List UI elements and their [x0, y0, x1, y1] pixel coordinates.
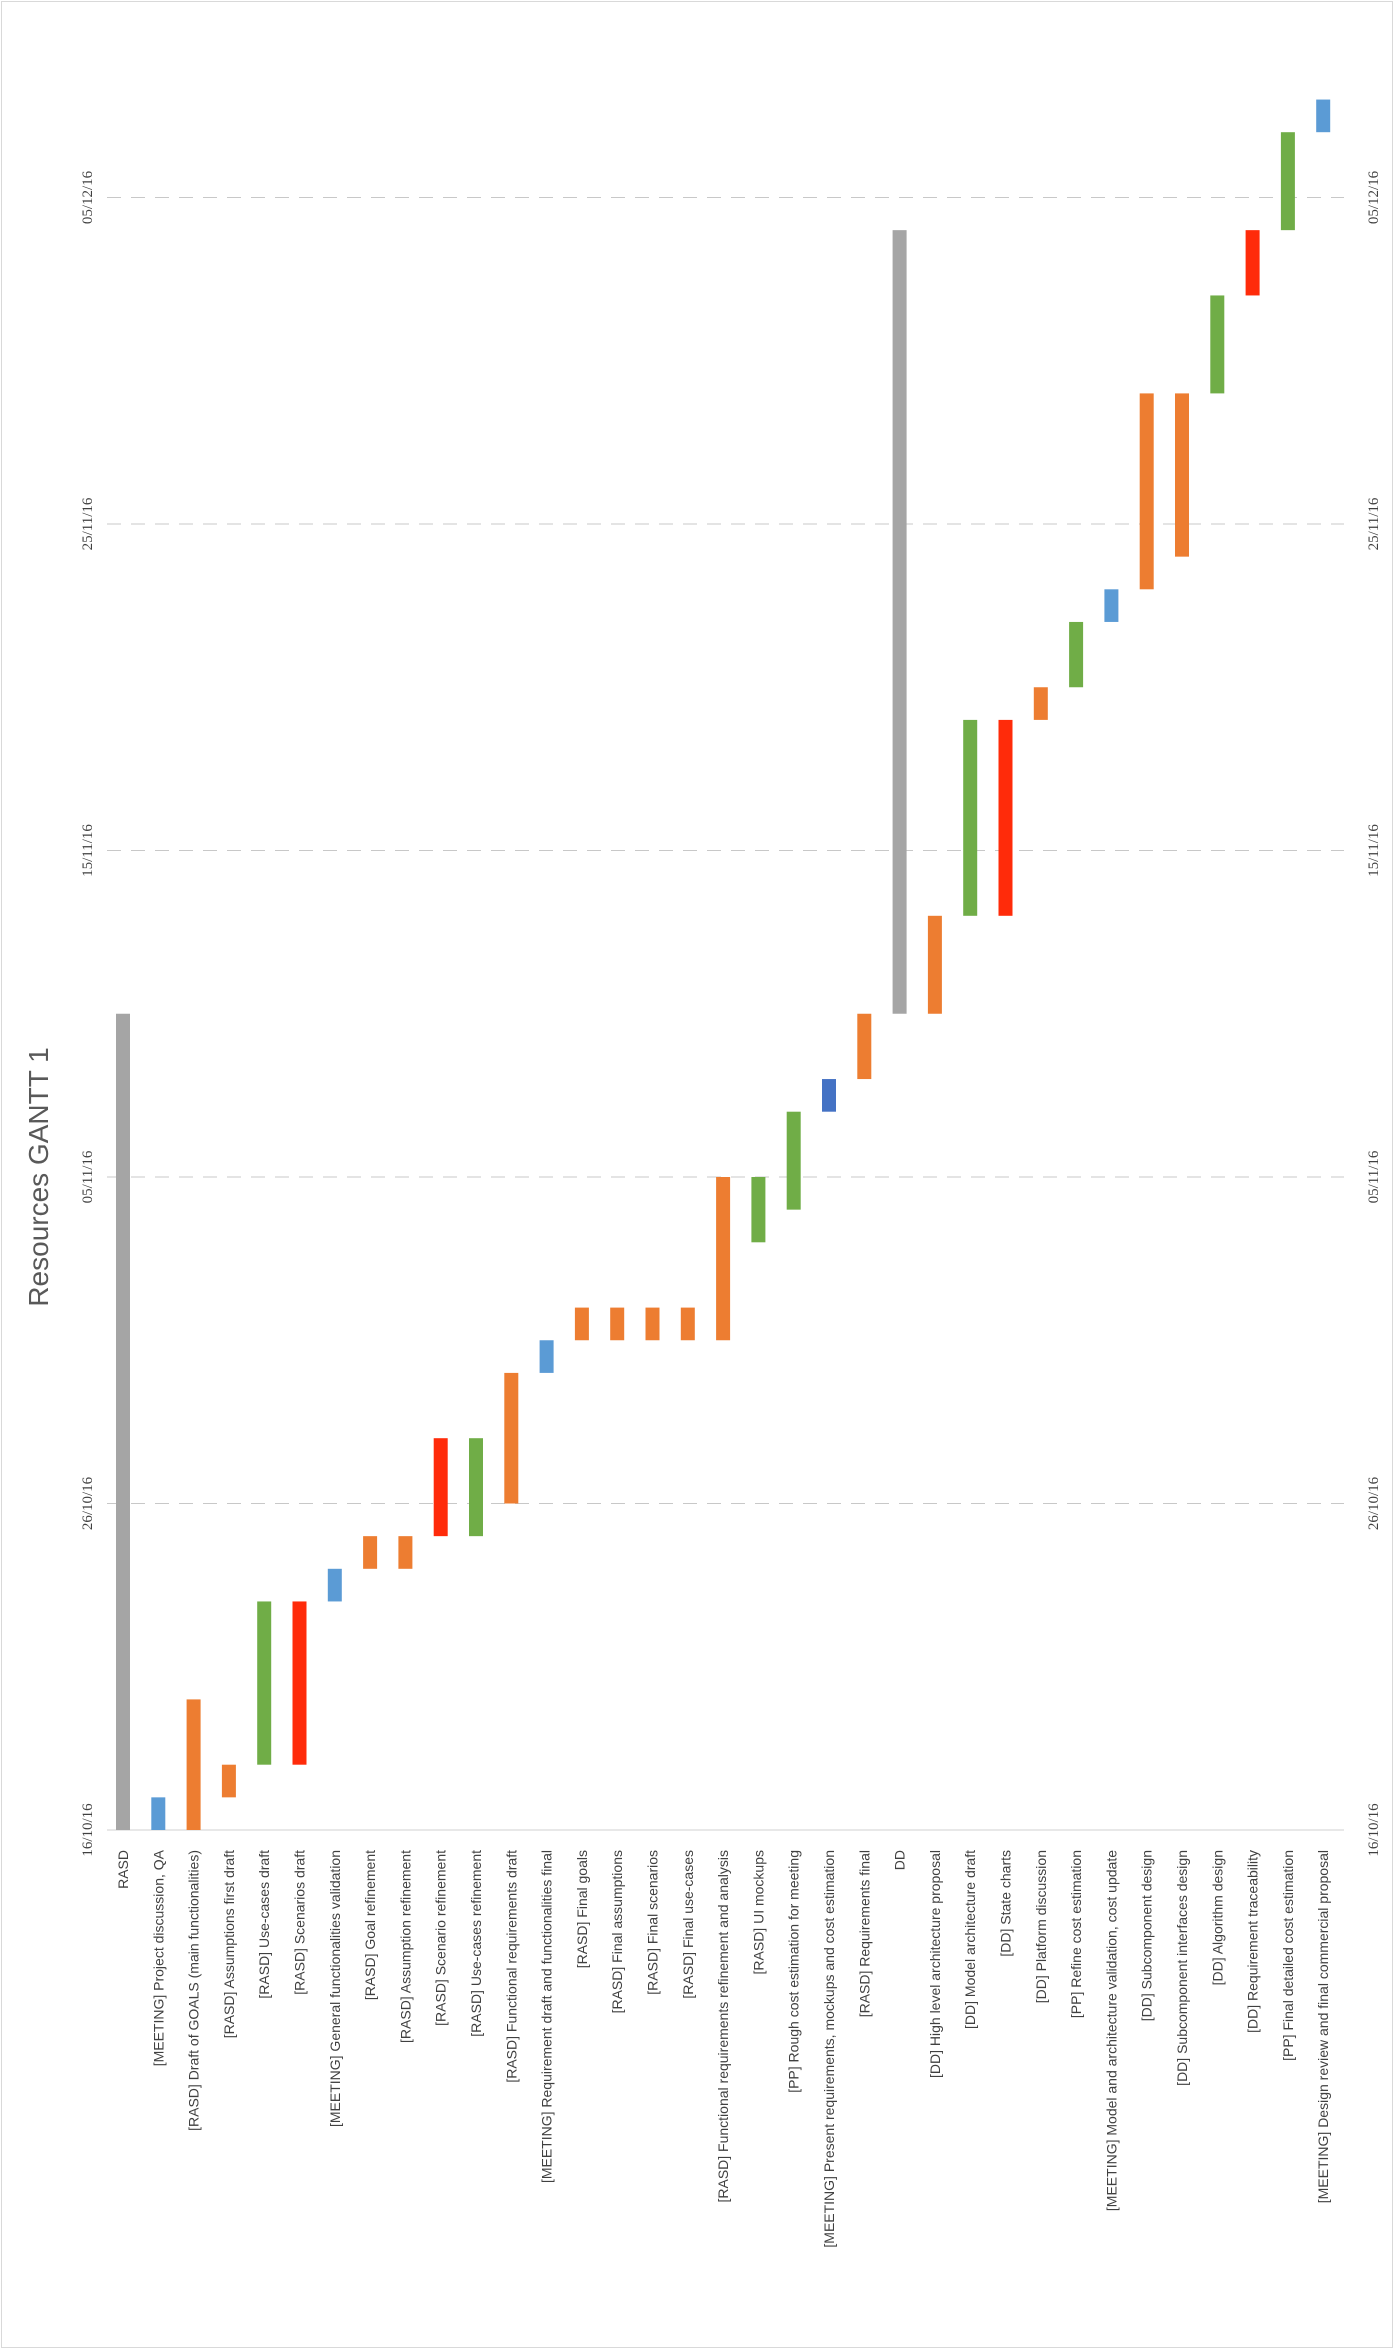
tick-label-left: 25/11/16 [80, 497, 96, 550]
task-label: [RASD] Functional requirements refinemen… [715, 1850, 731, 2203]
tick-label-left: 05/11/16 [80, 1150, 96, 1203]
gantt-bar [1245, 230, 1260, 296]
task-label: [RASD] Requirements final [856, 1850, 872, 2017]
gantt-bar [116, 1013, 130, 1830]
task-label: [DD] Platform discussion [1033, 1850, 1049, 2003]
tick-labels: 16/10/16 16/10/16 26/10/16 26/10/16 05/11/16… [80, 170, 1382, 1856]
task-label: [RASD] Goal refinement [362, 1850, 378, 2000]
gantt-bar [433, 1438, 448, 1537]
gantt-bar [292, 1601, 307, 1765]
tick-label-right: 05/12/16 [1366, 170, 1382, 224]
task-label: [DD] Subcomponent design [1139, 1850, 1155, 2021]
task-label: [DD] Subcomponent interfaces design [1174, 1850, 1190, 2086]
task-label: [PP] Rough cost estimation for meeting [786, 1850, 802, 2093]
chart-title: Resources GANTT 1 [23, 1047, 54, 1306]
task-label: [DD] High level architecture proposal [927, 1850, 943, 2078]
grid-lines [107, 197, 1344, 1831]
task-label: [RASD] Final scenarios [645, 1850, 661, 1995]
gantt-bar [751, 1177, 766, 1243]
gantt-bar [327, 1568, 342, 1602]
tick-label-left: 16/10/16 [80, 1803, 96, 1857]
gantt-bar [892, 230, 907, 1014]
tick-label-right: 26/10/16 [1366, 1476, 1382, 1530]
gantt-bar [504, 1372, 519, 1504]
gantt-bar [716, 1177, 731, 1341]
task-label: [DD] Algorithm design [1209, 1850, 1225, 1985]
task-label: [RASD] Final goals [574, 1850, 590, 1968]
task-label: [RASD] Use-cases draft [256, 1850, 272, 1999]
gantt-bar [645, 1307, 660, 1341]
tick-label-right: 16/10/16 [1366, 1803, 1382, 1857]
task-label: RASD [115, 1850, 131, 1889]
task-label: [PP] Final detailed cost estimation [1280, 1850, 1296, 2061]
tick-label-left: 26/10/16 [80, 1476, 96, 1530]
gantt-bar [1316, 99, 1331, 133]
task-label: [MEETING] Design review and final commer… [1315, 1850, 1331, 2203]
task-label: [RASD] Assumptions first draft [221, 1850, 237, 2038]
task-label: [RASD] UI mockups [750, 1850, 766, 1974]
task-label: [DD] State charts [998, 1850, 1014, 1957]
tick-label-left: 15/11/16 [80, 824, 96, 877]
gantt-bar [221, 1764, 236, 1798]
gantt-bar [963, 719, 978, 916]
gantt-bar [363, 1536, 378, 1569]
gantt-bar [680, 1307, 695, 1341]
tick-label-right: 05/11/16 [1366, 1150, 1382, 1203]
gantt-bar [1280, 132, 1295, 231]
gantt-bar [574, 1307, 589, 1341]
gantt-bar [998, 719, 1013, 916]
task-label: [RASD] Assumption refinement [397, 1850, 413, 2043]
gantt-bar [1069, 621, 1084, 688]
gantt-bar [857, 1013, 872, 1080]
task-label: [RASD] Draft of GOALS (main functionalit… [186, 1850, 202, 2131]
gantt-bar [1175, 393, 1189, 557]
gantt-bar [822, 1079, 836, 1112]
task-label: [RASD] Final use-cases [680, 1850, 696, 1999]
gantt-bar [1033, 687, 1048, 720]
gantt-bar [398, 1536, 413, 1569]
gantt-bar [539, 1340, 554, 1373]
task-label: [MEETING] Present requirements, mockups … [821, 1850, 837, 2248]
task-label: [MEETING] Requirement draft and function… [539, 1850, 555, 2183]
gantt-bar [257, 1601, 272, 1765]
gantt-bar [1139, 393, 1154, 590]
task-label: [PP] Refine cost estimation [1068, 1850, 1084, 2018]
task-label: [RASD] Use-cases refinement [468, 1850, 484, 2037]
task-label: [RASD] Scenarios draft [292, 1850, 308, 1995]
tick-label-left: 05/12/16 [80, 170, 96, 224]
task-label: [DD] Requirement traceability [1245, 1850, 1261, 2033]
task-label: [RASD] Final assumptions [609, 1850, 625, 2013]
gantt-bar [151, 1797, 166, 1830]
gantt-bar [610, 1307, 625, 1341]
task-labels: RASD [MEETING] Project discussion, QA [RAS… [115, 1849, 1331, 2247]
tick-label-right: 25/11/16 [1366, 497, 1382, 550]
task-label: [RASD] Scenario refinement [433, 1850, 449, 2026]
task-label: DD [892, 1850, 908, 1870]
gantt-bar [786, 1111, 801, 1210]
task-label: [MEETING] Model and architecture validat… [1103, 1850, 1119, 2211]
gantt-bar [927, 915, 942, 1014]
gantt-bar [1210, 295, 1225, 394]
gantt-bar [1104, 589, 1119, 622]
task-label: [MEETING] General functionalities valida… [327, 1850, 343, 2127]
task-label: [DD] Model architecture draft [962, 1850, 978, 2029]
bars [116, 99, 1331, 1830]
gantt-bar [469, 1438, 483, 1537]
gantt-bar [186, 1699, 201, 1830]
task-label: [RASD] Functional requirements draft [503, 1850, 519, 2083]
task-label: [MEETING] Project discussion, QA [150, 1849, 166, 2066]
tick-label-right: 15/11/16 [1366, 824, 1382, 877]
